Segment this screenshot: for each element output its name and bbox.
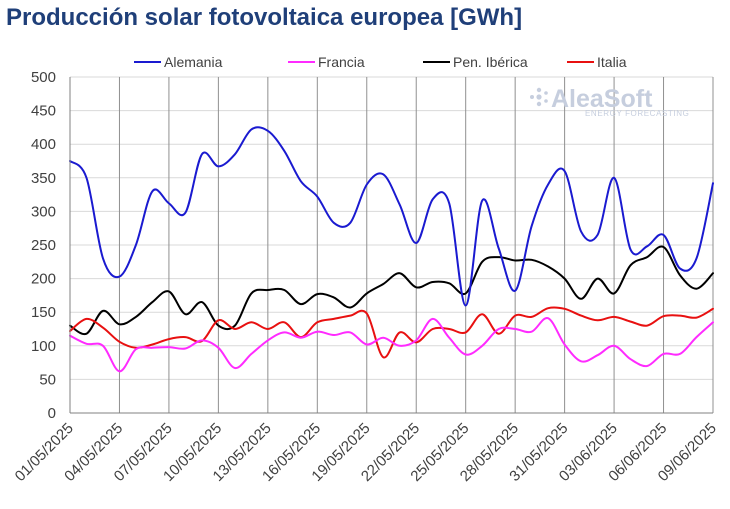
aleasoft-logo-icon (530, 87, 548, 107)
y-tick-label: 400 (31, 136, 56, 153)
y-tick-label: 200 (31, 271, 56, 288)
series-line-alemania (69, 126, 714, 307)
y-tick-label: 350 (31, 170, 56, 187)
axes (69, 77, 713, 414)
legend-label: Italia (597, 54, 627, 70)
logo-dot (530, 95, 534, 99)
logo-dot (544, 91, 548, 95)
logo-dot (536, 101, 542, 107)
series-line-italia (69, 306, 714, 359)
y-tick-label: 0 (48, 405, 56, 422)
watermark-brand: AleaSoft (551, 85, 653, 113)
y-tick-label: 50 (39, 371, 56, 388)
chart-title: Producción solar fotovoltaica europea [G… (6, 4, 523, 31)
logo-dot (536, 94, 542, 100)
legend-label: Pen. Ibérica (453, 54, 528, 70)
y-tick-label: 250 (31, 237, 56, 254)
series-line-pen-ib-rica (69, 245, 714, 336)
logo-dot (544, 99, 548, 103)
x-tick-labels: 01/05/202504/05/202507/05/202510/05/2025… (12, 420, 720, 485)
y-tick-label: 500 (31, 69, 56, 86)
watermark-tagline: ENERGY FORECASTING (585, 109, 689, 118)
y-tick-label: 450 (31, 103, 56, 120)
legend: Alemania Francia Pen. Ibérica Italia (134, 54, 627, 70)
y-tick-label: 100 (31, 338, 56, 355)
aleasoft-watermark: AleaSoft ENERGY FORECASTING (530, 85, 689, 118)
y-tick-label: 300 (31, 203, 56, 220)
legend-label: Francia (318, 54, 365, 70)
y-tick-label: 150 (31, 304, 56, 321)
series-lines (69, 126, 714, 373)
y-tick-labels: 0 50 100 150 200 250 300 350 400 450 500 (31, 69, 56, 422)
legend-label: Alemania (164, 54, 223, 70)
series-line-francia (69, 317, 714, 373)
logo-dot (536, 87, 542, 93)
